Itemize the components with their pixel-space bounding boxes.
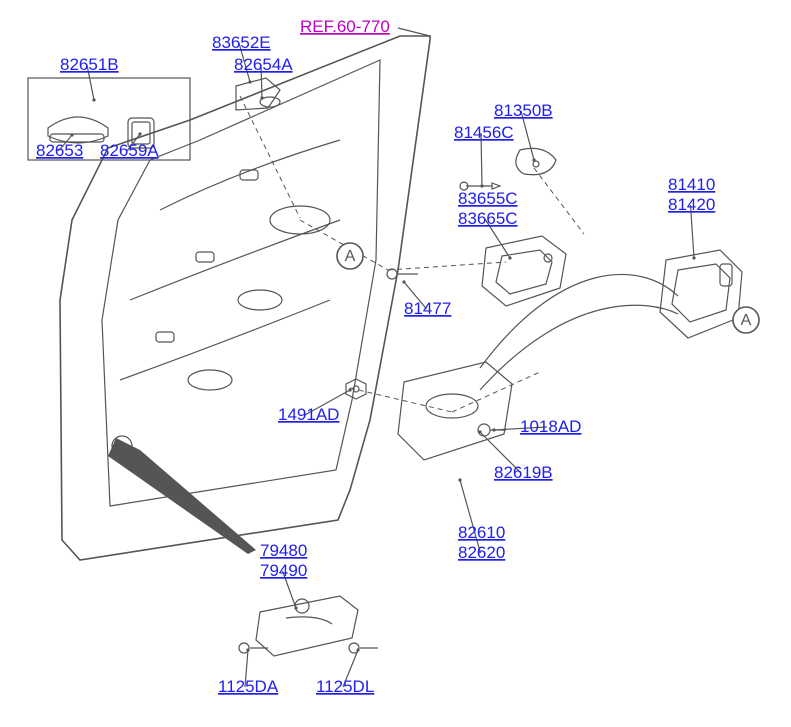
part-label-82654A[interactable]: 82654A <box>234 55 293 74</box>
part-label-1018AD[interactable]: 1018AD <box>520 417 581 436</box>
part-label-83655C[interactable]: 83655C <box>458 189 518 208</box>
part-label-81410[interactable]: 81410 <box>668 175 715 194</box>
door-outline <box>60 36 430 560</box>
part-label-82620[interactable]: 82620 <box>458 543 505 562</box>
part-label-82619B[interactable]: 82619B <box>494 463 553 482</box>
ref-link[interactable]: REF.60-770 <box>300 17 390 36</box>
part-label-81456C[interactable]: 81456C <box>454 123 514 142</box>
door-checker <box>256 596 358 656</box>
dashed-lines <box>240 96 584 412</box>
part-label-79480[interactable]: 79480 <box>260 541 307 560</box>
part-label-1125DL[interactable]: 1125DL <box>316 677 374 696</box>
part-label-81350B[interactable]: 81350B <box>494 101 553 120</box>
part-label-82659A[interactable]: 82659A <box>100 141 159 160</box>
svg-text:A: A <box>345 248 356 265</box>
screw-81477 <box>387 269 418 279</box>
cable-2 <box>480 305 678 390</box>
part-label-81477[interactable]: 81477 <box>404 299 451 318</box>
svg-text:A: A <box>741 312 752 329</box>
ref-leader <box>398 28 430 36</box>
marker-A2: A <box>733 307 759 333</box>
door-panel-detail <box>120 140 340 390</box>
latch-actuator <box>660 250 742 338</box>
cable-1 <box>480 274 678 368</box>
bolt-1125DA <box>239 643 268 653</box>
part-label-82610[interactable]: 82610 <box>458 523 505 542</box>
door-inner <box>102 60 380 506</box>
part-label-1125DA[interactable]: 1125DA <box>218 677 279 696</box>
part-label-83665C[interactable]: 83665C <box>458 209 518 228</box>
part-label-82653[interactable]: 82653 <box>36 141 83 160</box>
handle-base <box>236 78 280 110</box>
part-label-83652E[interactable]: 83652E <box>212 33 271 52</box>
checker-strap-link <box>108 438 256 554</box>
marker-A1: A <box>337 243 363 269</box>
part-label-81420[interactable]: 81420 <box>668 195 715 214</box>
part-label-79490[interactable]: 79490 <box>260 561 307 580</box>
bolt-1125DL <box>349 643 378 653</box>
part-label-1491AD[interactable]: 1491AD <box>278 405 339 424</box>
part-label-82651B[interactable]: 82651B <box>60 55 119 74</box>
